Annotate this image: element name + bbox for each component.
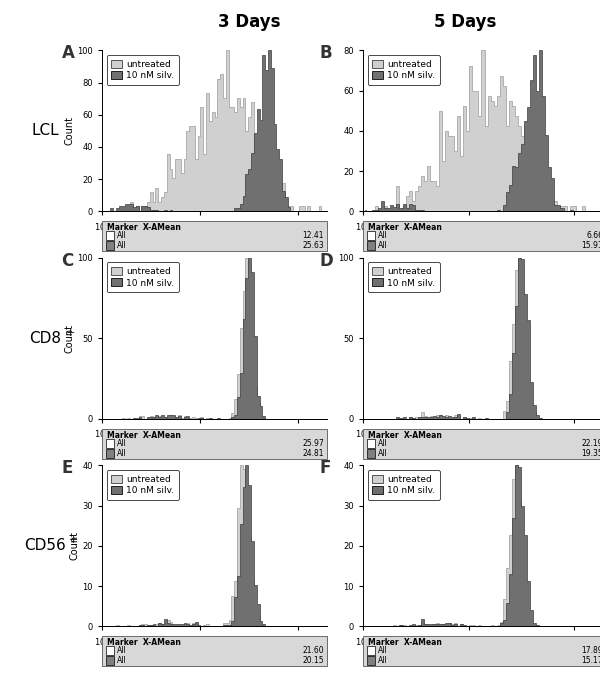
Text: C: C (62, 252, 74, 270)
Text: 15.91: 15.91 (581, 242, 600, 250)
Text: All: All (378, 656, 388, 666)
Text: LCL: LCL (31, 123, 59, 139)
Text: B: B (319, 44, 332, 62)
Text: 20.15: 20.15 (302, 656, 324, 666)
Text: All: All (378, 439, 388, 448)
Y-axis label: Count: Count (64, 116, 74, 145)
Text: +: + (65, 328, 75, 338)
Y-axis label: Count: Count (64, 324, 74, 353)
Text: All: All (117, 231, 127, 240)
Legend: untreated, 10 nM silv.: untreated, 10 nM silv. (368, 55, 440, 85)
Text: Marker  X-AMean: Marker X-AMean (368, 431, 442, 439)
Legend: untreated, 10 nM silv.: untreated, 10 nM silv. (107, 470, 179, 499)
Text: Marker  X-AMean: Marker X-AMean (107, 223, 181, 232)
Text: Marker  X-AMean: Marker X-AMean (107, 638, 181, 647)
Text: Marker  X-AMean: Marker X-AMean (107, 431, 181, 439)
Text: 17.89: 17.89 (581, 646, 600, 656)
Text: E: E (62, 459, 73, 477)
Text: All: All (117, 242, 127, 250)
Text: 15.17: 15.17 (581, 656, 600, 666)
Text: CD56: CD56 (24, 538, 66, 553)
Text: 24.81: 24.81 (302, 449, 324, 458)
Text: 22.19: 22.19 (581, 439, 600, 448)
Text: All: All (117, 656, 127, 666)
Text: Marker  X-AMean: Marker X-AMean (368, 223, 442, 232)
Text: 25.97: 25.97 (302, 439, 324, 448)
Text: CD8: CD8 (29, 331, 61, 346)
Text: 6.66: 6.66 (586, 231, 600, 240)
Text: 21.60: 21.60 (302, 646, 324, 656)
Legend: untreated, 10 nM silv.: untreated, 10 nM silv. (368, 262, 440, 292)
Text: 5 Days: 5 Days (434, 13, 496, 30)
Text: All: All (117, 439, 127, 448)
Text: A: A (62, 44, 74, 62)
Text: +: + (69, 536, 79, 546)
Y-axis label: Count: Count (70, 532, 80, 561)
Legend: untreated, 10 nM silv.: untreated, 10 nM silv. (107, 55, 179, 85)
Text: 19.35: 19.35 (581, 449, 600, 458)
Text: All: All (378, 646, 388, 656)
Text: D: D (319, 252, 333, 270)
Text: 25.63: 25.63 (302, 242, 324, 250)
Text: All: All (378, 231, 388, 240)
Text: Marker  X-AMean: Marker X-AMean (368, 638, 442, 647)
Legend: untreated, 10 nM silv.: untreated, 10 nM silv. (368, 470, 440, 499)
Text: All: All (378, 449, 388, 458)
Text: 12.41: 12.41 (302, 231, 324, 240)
Text: F: F (319, 459, 331, 477)
Text: All: All (117, 646, 127, 656)
Text: All: All (378, 242, 388, 250)
Text: All: All (117, 449, 127, 458)
Text: 3 Days: 3 Days (218, 13, 280, 30)
Legend: untreated, 10 nM silv.: untreated, 10 nM silv. (107, 262, 179, 292)
